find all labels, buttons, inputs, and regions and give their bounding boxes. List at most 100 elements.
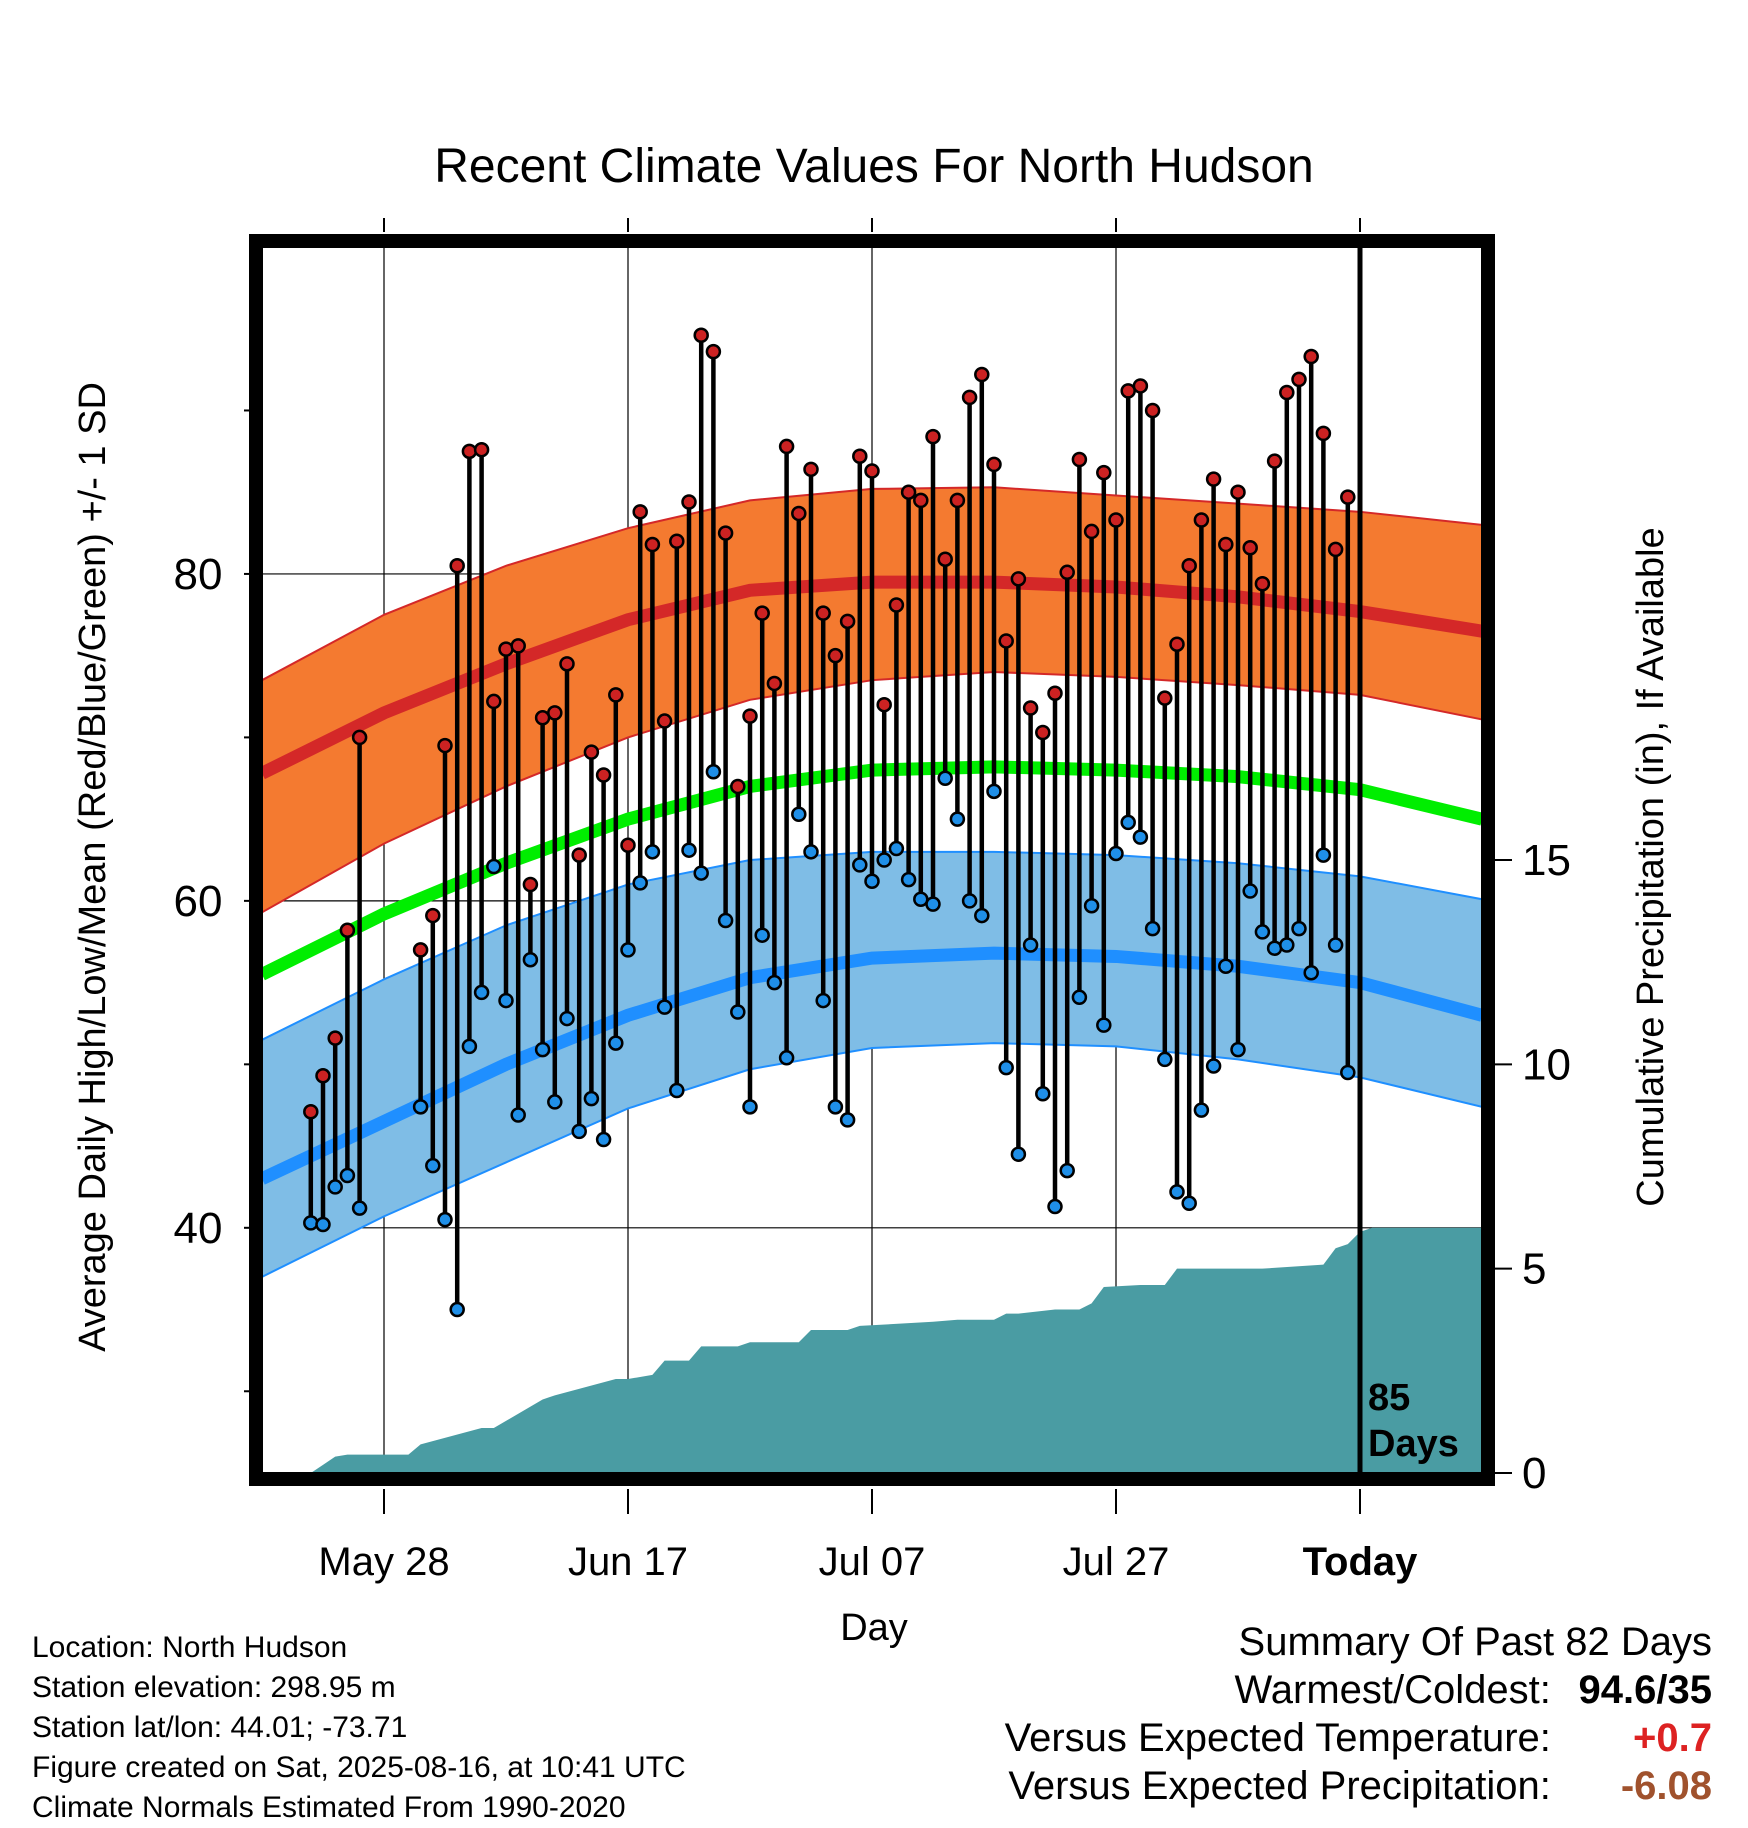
low-point <box>1047 1198 1063 1215</box>
high-point <box>1327 541 1344 558</box>
high-point <box>900 484 917 500</box>
low-point <box>778 1050 795 1066</box>
high-point <box>864 463 880 479</box>
low-point <box>1144 920 1161 937</box>
chart-title: Recent Climate Values For North Hudson <box>434 140 1314 193</box>
precip-value: -6.08 <box>1620 1764 1712 1808</box>
high-point <box>876 696 892 713</box>
x-tick-label: Jul 27 <box>1063 1540 1170 1584</box>
low-point <box>437 1211 453 1228</box>
low-point <box>486 858 502 875</box>
high-point <box>1340 489 1356 505</box>
y-tick-label: 60 <box>174 877 223 926</box>
low-point <box>803 844 819 860</box>
low-point <box>644 844 661 860</box>
high-point <box>815 605 831 621</box>
high-point <box>961 389 978 406</box>
high-point <box>974 366 990 383</box>
high-point <box>473 441 490 458</box>
low-point <box>986 783 1002 800</box>
low-normal-line <box>259 946 1484 1185</box>
low-point <box>571 1123 587 1140</box>
y2-tick-label: 10 <box>1522 1040 1571 1089</box>
high-point <box>1254 575 1271 592</box>
low-point <box>327 1179 343 1195</box>
low-point <box>852 857 868 873</box>
high-point <box>437 737 453 754</box>
low-point <box>1096 1017 1112 1033</box>
elevation-text: Station elevation: 298.95 m <box>32 1671 396 1704</box>
high-point <box>425 907 441 924</box>
high-point <box>583 744 600 760</box>
low-point <box>1022 937 1039 953</box>
temp-row: Versus Expected Temperature: +0.7 <box>812 1714 1712 1762</box>
low-point <box>1266 940 1283 957</box>
high-point <box>559 656 575 672</box>
high-point <box>1230 484 1246 500</box>
high-point <box>1071 451 1088 468</box>
low-point <box>559 1010 575 1027</box>
high-point <box>1279 384 1295 401</box>
low-point <box>339 1167 356 1184</box>
high-point <box>913 492 929 509</box>
high-point <box>449 558 465 574</box>
temp-value: +0.7 <box>1633 1716 1712 1760</box>
high-point <box>595 767 612 783</box>
low-point <box>925 896 941 912</box>
high-point <box>412 942 429 958</box>
high-point <box>1315 425 1332 442</box>
latlon-text: Station lat/lon: 44.01; -73.71 <box>32 1711 408 1744</box>
low-point <box>1205 1058 1222 1074</box>
low-point <box>1303 965 1319 981</box>
low-point <box>632 875 648 891</box>
y-axis-label: Average Daily High/Low/Mean (Red/Blue/Gr… <box>72 382 114 1352</box>
high-point <box>522 876 539 893</box>
high-point <box>1096 464 1112 481</box>
low-point <box>1340 1064 1356 1081</box>
y2-tick-label: 5 <box>1522 1245 1546 1294</box>
low-point <box>351 1200 368 1216</box>
high-point <box>1157 690 1173 706</box>
low-point <box>937 770 953 787</box>
high-point <box>1132 378 1149 394</box>
high-point <box>839 613 856 630</box>
y2-tick-label: 15 <box>1522 836 1571 885</box>
high-point <box>1108 512 1124 528</box>
low-point <box>888 840 905 857</box>
warm-cold-row: Warmest/Coldest: 94.6/35 <box>812 1666 1713 1714</box>
high-point <box>1059 564 1075 581</box>
low-point <box>425 1157 441 1174</box>
high-point <box>827 647 844 664</box>
high-point <box>1181 558 1197 574</box>
high-point <box>1144 402 1161 419</box>
low-point <box>1254 924 1271 940</box>
low-point <box>766 974 783 991</box>
temp-label: Versus Expected Temperature: <box>1004 1716 1551 1760</box>
low-point <box>1132 829 1149 845</box>
low-point <box>1083 898 1100 914</box>
low-point <box>1120 814 1136 831</box>
high-point <box>315 1068 331 1084</box>
precip-label: Versus Expected Precipitation: <box>1008 1764 1551 1808</box>
high-point <box>766 675 783 692</box>
low-point <box>1010 1146 1027 1162</box>
y2-axis-label: Cumulative Precipitation (in), If Availa… <box>1630 527 1672 1206</box>
low-point <box>510 1107 526 1123</box>
high-point <box>730 778 746 795</box>
low-point <box>754 927 770 943</box>
high-point <box>644 536 661 553</box>
high-point <box>1083 523 1100 540</box>
low-point <box>1327 937 1344 953</box>
low-point <box>730 1004 746 1020</box>
low-point <box>705 763 722 780</box>
low-point <box>1181 1195 1197 1212</box>
high-point <box>620 837 636 854</box>
low-point <box>1035 1086 1051 1102</box>
low-point <box>900 871 917 888</box>
low-point <box>1315 847 1332 863</box>
high-point <box>717 525 734 541</box>
low-point <box>1291 920 1307 937</box>
high-point <box>339 922 356 939</box>
low-point <box>1230 1041 1246 1058</box>
